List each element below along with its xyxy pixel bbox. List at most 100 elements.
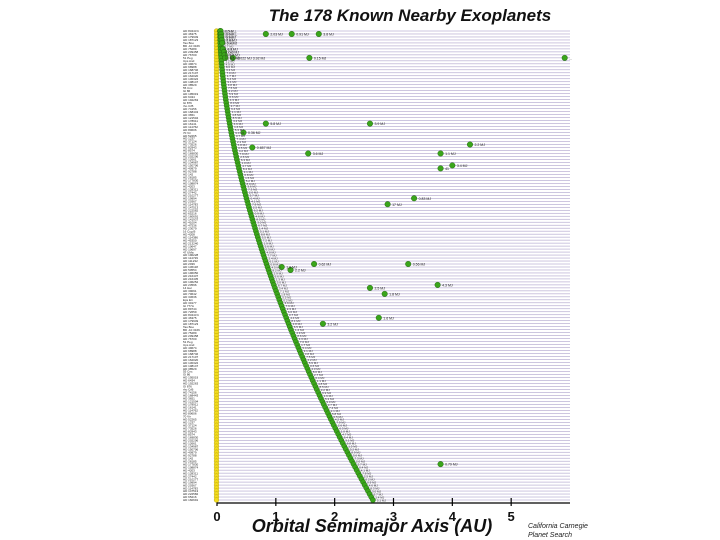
star-name-label: Ups And — [183, 59, 195, 63]
planet-mass-label: 7.7 MJ — [268, 253, 278, 257]
star-name-label: HD 114762 — [183, 125, 198, 129]
star-name-label: HD 75289 — [183, 47, 197, 51]
star-name-label: HD 190228 — [183, 253, 199, 257]
star-name-label: HD 222582 — [183, 208, 199, 212]
planet-mass-label: 8.1 MJ — [225, 50, 235, 54]
planet-mass-label: 0.91 MJ — [296, 32, 309, 36]
credit-line-1: California Carnegie — [528, 523, 588, 530]
x-axis: 0 1 2 3 4 5 — [213, 498, 570, 524]
credit-line-2: Planet Search — [528, 532, 572, 539]
planet-mass-label: 1.6 MJ — [324, 394, 334, 398]
star-name-label: Tau Boo — [183, 41, 194, 45]
planet-mass-label: 2.2 MJ — [307, 358, 317, 362]
x-tick-label: 3 — [390, 509, 397, 524]
star-name-label: HD 217107 — [183, 355, 199, 359]
star-name-label: 16 Cyg B — [183, 229, 195, 233]
planet-marker — [229, 54, 236, 61]
planet-mass-label: 4.9 MJ — [296, 331, 306, 335]
star-marker — [213, 497, 220, 503]
planet-mass-label: 0.2 MJ — [224, 29, 234, 33]
planet-mass-label: 6.7 MJ — [258, 224, 268, 228]
planet-mass-label: 8.2 MJ — [273, 268, 283, 272]
planet-mass-label: 9.0 MJ — [235, 131, 245, 135]
star-name-label: HD 28185 — [183, 176, 197, 180]
star-name-label: HD 134987 — [183, 444, 199, 448]
planet-marker — [384, 201, 391, 208]
planet-mass-label: 5.7 MJ — [358, 463, 368, 467]
star-name-label: HD 40979 — [183, 450, 197, 454]
planet-mass-label: 4.4 MJ — [225, 47, 235, 51]
planet-marker — [222, 54, 229, 61]
planet-mass-label: 7.9 MJ — [336, 421, 346, 425]
star-name-label: rho CrB — [183, 388, 193, 392]
star-name-label: HD 209458 — [183, 50, 199, 54]
planet-mass-label: 4.8 MJ — [318, 382, 328, 386]
star-name-label: HD 216435 — [183, 277, 199, 281]
star-name-label: HD 195019 — [183, 376, 199, 380]
planet-marker — [381, 290, 388, 297]
star-name-label: HD 40979 — [183, 167, 197, 171]
star-name-label: HD 92788 — [183, 170, 197, 174]
planet-mass-label: 8.3 MJ — [256, 218, 266, 222]
planet-mass-label: 0.6 MJ — [226, 38, 237, 42]
planet-mass-label: 2.7 MJ — [314, 373, 324, 377]
star-name-label: HD 74156 — [183, 107, 197, 111]
star-name-label: Gl 876 — [183, 101, 192, 105]
planet-marker — [405, 261, 412, 268]
star-name-label: HD 213240 — [183, 241, 199, 245]
planet-mass-label: 6.8 MJ — [244, 173, 254, 177]
star-name-label: HD 177830 — [183, 462, 199, 466]
credit-text: California Carnegie Planet Search — [528, 522, 588, 540]
planet-mass-label: 2.9 MJ — [274, 271, 284, 275]
planet-mass-label: 4.1 MJ — [251, 200, 261, 204]
planet-mass-label: 0.6 MJ — [229, 95, 239, 99]
planet-mass-label: 1.2 MJ — [225, 59, 235, 63]
planet-marker — [375, 314, 382, 321]
planet-mass-label: 3.2 MJ — [233, 119, 243, 123]
star-name-label: HD 210277 — [183, 193, 199, 197]
planet-mass-label: 6.8 MJ — [347, 442, 357, 446]
planet-mass-label: 4.3 MJ — [442, 283, 453, 287]
planet-marker — [262, 30, 269, 37]
planet-mass-label: 4.3 MJ — [311, 367, 321, 371]
planet-marker — [366, 284, 373, 291]
star-name-label: HD 130322 — [183, 77, 199, 81]
mass-labels: 0.2 MJ3.9 MJ7.6 MJ2.3 MJ6.0 MJ0.7 MJ4.4 … — [224, 29, 572, 502]
star-name-label: HD 114386 — [183, 235, 198, 239]
star-name-label: HD 83443 b — [183, 29, 199, 33]
planet-mass-label: 5.7 MJ — [250, 194, 260, 198]
planet-mass-label: ... — [569, 56, 572, 60]
star-name-label: HD 72659 — [183, 310, 197, 314]
planet-mass-label: 0.83 MJ — [419, 197, 432, 201]
planet-mass-label: 7.5 MJ — [306, 355, 316, 359]
planet-marker — [249, 144, 256, 151]
planet-mass-label: 3.4 MJ — [457, 164, 468, 168]
planet-mass-label: 2.7 MJ — [231, 104, 241, 108]
planet-mass-label: 41 — [445, 167, 449, 171]
planet-mass-label: 0.657 MJ — [257, 146, 272, 150]
star-name-label: HD 82943 — [183, 429, 197, 433]
planet-mass-label: 6.7 MJ — [374, 492, 384, 496]
planet-mass-label: 5.4 MJ — [302, 346, 312, 350]
planet-mass-label: 8.7 MJ — [278, 283, 288, 287]
star-name-label: HD 39091 — [183, 289, 197, 293]
star-name-label: 70 Vir — [183, 131, 191, 135]
planet-mass-label: 7.5 MJ — [228, 86, 238, 90]
planet-mass-label: 17 MJ — [392, 203, 402, 207]
star-name-label: HD 150706 — [183, 164, 199, 168]
planet-mass-label: 3.2 MJ — [327, 322, 338, 326]
planet-mass-label: 2.03 MJ — [270, 32, 283, 36]
planet-mass-label: 2.6 MJ — [338, 424, 348, 428]
planet-mass-label: 1.8 MJ — [281, 292, 291, 296]
star-name-label: HD 108874 — [183, 182, 199, 186]
planet-mass-label: 7.3 MJ — [354, 457, 364, 461]
planet-mass-label: 6.4 MJ — [231, 107, 241, 111]
star-name-label: HD 27442 — [183, 191, 197, 195]
planet-marker — [366, 120, 373, 127]
planet-mass-label: 0.15 MJ — [314, 56, 327, 60]
star-name-label: HD 202206 — [183, 438, 199, 442]
star-name-label: HD 121504 — [183, 400, 199, 404]
planet-mass-label: 0.6 MJ — [310, 364, 320, 368]
star-name-label: HD 1237 — [183, 421, 195, 425]
star-name-label: HD 20367 — [183, 199, 197, 203]
